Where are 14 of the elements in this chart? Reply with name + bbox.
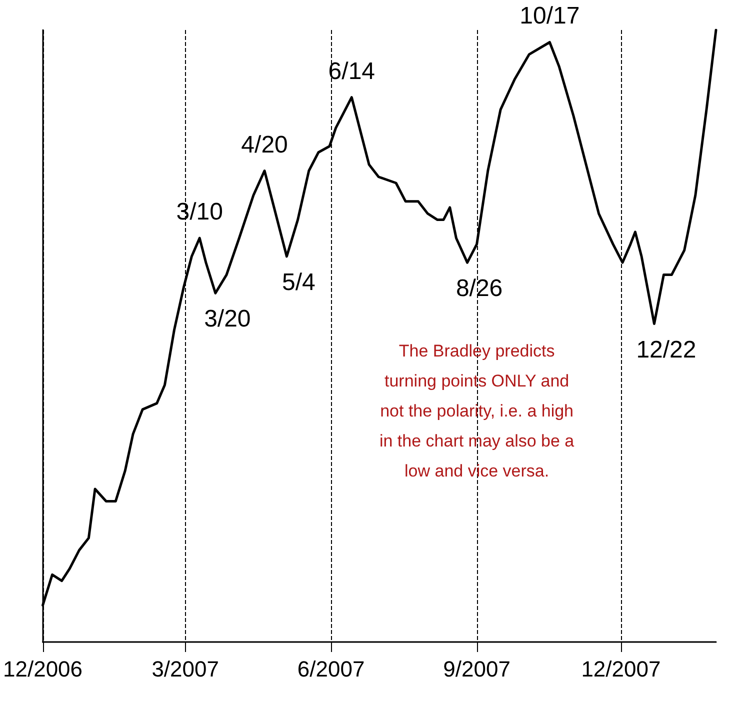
annotation: 12/22 [636, 336, 696, 364]
annotation: 6/14 [328, 58, 376, 85]
annotation: 5/4 [282, 268, 316, 296]
annotation: 3/10 [176, 198, 223, 226]
annotation: 4/20 [241, 131, 288, 158]
x-tick-label: 9/2007 [443, 656, 510, 682]
x-tick-label: 3/2007 [152, 656, 219, 682]
annotation: The Bradley predicts turning points ONLY and not the polarity, i.e. a high in the chart may also be a low and vice versa. [379, 342, 575, 480]
annotation: 10/17 [520, 2, 580, 30]
annotation: 3/20 [204, 306, 251, 333]
annotation: 8/26 [456, 275, 503, 302]
x-tick-label: 12/2007 [581, 656, 661, 682]
x-tick-label: 6/2007 [297, 656, 365, 682]
x-tick-label: 12/2006 [2, 656, 83, 682]
